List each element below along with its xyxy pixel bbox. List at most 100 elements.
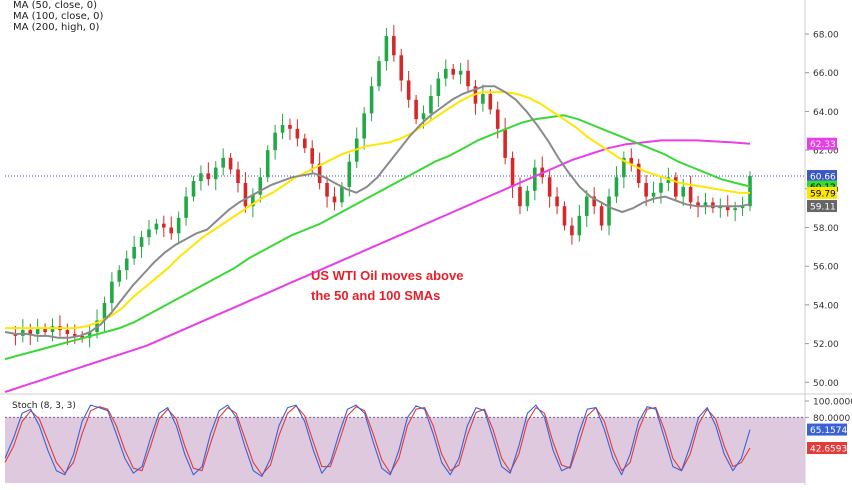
price-label-box <box>807 200 837 213</box>
candle-body <box>139 237 144 247</box>
annotation-line-1: US WTI Oil moves above <box>311 268 464 283</box>
candle-body <box>399 55 404 81</box>
candle-body <box>533 167 537 191</box>
candle-body <box>503 128 507 158</box>
candle-body <box>369 86 374 114</box>
annotation-line-2: the 50 and 100 SMAs <box>311 288 441 303</box>
legend-ma100: MA (100, close, 0) <box>13 11 104 22</box>
ma-high-line <box>4 139 751 393</box>
candle-body <box>243 183 248 207</box>
candle-body <box>733 208 737 211</box>
candle-body <box>265 150 270 178</box>
chart-annotation: US WTI Oil moves above the 50 and 100 SM… <box>311 266 463 306</box>
candle-body <box>132 246 136 259</box>
candle-body <box>592 196 596 207</box>
price-tick-label: 54.00 <box>813 301 839 311</box>
candle-body <box>251 194 255 207</box>
candle-body <box>184 196 188 218</box>
candle-body <box>688 186 693 203</box>
candle-body <box>525 190 530 207</box>
candle-body <box>740 206 745 209</box>
indicator-legend: MA (50, close, 0) MA (100, close, 0) MA … <box>13 0 103 33</box>
candle-body <box>258 177 263 195</box>
candle-body <box>273 132 277 151</box>
candle-body <box>50 326 55 333</box>
candle-body <box>510 157 515 187</box>
candle-body <box>481 94 485 104</box>
candle-body <box>147 229 151 238</box>
candle-body <box>629 157 634 164</box>
stoch-d-line <box>4 405 751 476</box>
price-tick-label: 56.00 <box>813 263 839 273</box>
price-axis: 68.0066.0064.0062.0060.0058.0056.0054.00… <box>805 31 852 455</box>
candle-body <box>154 223 159 230</box>
candle-body <box>466 70 470 87</box>
candle-body <box>228 157 233 170</box>
candle-body <box>199 173 203 182</box>
legend-ma200: MA (200, high, 0) <box>13 22 100 33</box>
candle-body <box>443 68 448 79</box>
candle-body <box>577 215 582 236</box>
candle-body <box>421 113 426 120</box>
stoch-value-box <box>807 442 847 455</box>
price-tick-label: 64.00 <box>813 108 839 118</box>
candle-body <box>429 95 433 114</box>
candle-body <box>295 128 300 139</box>
stoch-value-box <box>807 423 847 436</box>
candle-body <box>451 68 455 75</box>
candle-body <box>488 94 493 110</box>
candle-body <box>703 202 708 207</box>
candle-body <box>102 302 107 321</box>
candle-body <box>718 206 723 209</box>
candle-body <box>310 148 315 164</box>
price-tick-label: 66.00 <box>813 69 839 79</box>
candle-body <box>414 99 418 120</box>
candle-body <box>206 173 211 180</box>
price-tick-label: 58.00 <box>813 224 839 234</box>
stoch-value-text: 65.1574 <box>810 426 847 436</box>
candle-body <box>584 196 589 216</box>
price-label-text: 59.79 <box>810 189 836 199</box>
candle-body <box>13 333 18 336</box>
candle-body <box>570 225 574 236</box>
candle-body <box>347 161 352 187</box>
ma200-line <box>4 114 751 361</box>
stoch-title: Stoch (8, 3, 3) <box>12 401 76 411</box>
price-tick-label: 50.00 <box>813 379 839 389</box>
candle-body <box>176 217 181 234</box>
candle-body <box>555 196 559 207</box>
stoch-tick-label: 80.0000 <box>813 414 850 424</box>
candle-body <box>72 333 77 336</box>
price-tick-label: 52.00 <box>813 340 839 350</box>
candle-body <box>162 223 166 228</box>
price-tick-label: 68.00 <box>813 31 839 41</box>
candle-body <box>547 177 552 197</box>
stoch-tick-label: 100.0000 <box>813 398 852 408</box>
candle-body <box>674 177 678 197</box>
candle-body <box>622 157 626 178</box>
price-label-box <box>807 170 837 183</box>
candle-body <box>169 227 174 234</box>
candle-body <box>636 163 641 184</box>
candle-body <box>377 61 381 87</box>
candle-body <box>325 183 329 197</box>
candle-body <box>659 183 663 193</box>
candle-body <box>562 206 567 226</box>
candle-body <box>236 169 240 184</box>
candle-body <box>213 167 218 180</box>
stoch-plot <box>4 404 805 483</box>
candle-body <box>651 192 656 197</box>
candle-body <box>80 335 84 338</box>
candle-body <box>317 163 322 184</box>
price-tick-label: 62.00 <box>813 147 839 157</box>
candle-body <box>191 181 196 197</box>
candle-body <box>340 186 344 203</box>
ma100-line <box>5 91 751 330</box>
price-label-text: 62.33 <box>810 140 836 150</box>
candle-body <box>748 176 752 207</box>
candle-body <box>110 281 114 303</box>
ma50-line <box>4 85 751 339</box>
candle-body <box>87 332 92 338</box>
